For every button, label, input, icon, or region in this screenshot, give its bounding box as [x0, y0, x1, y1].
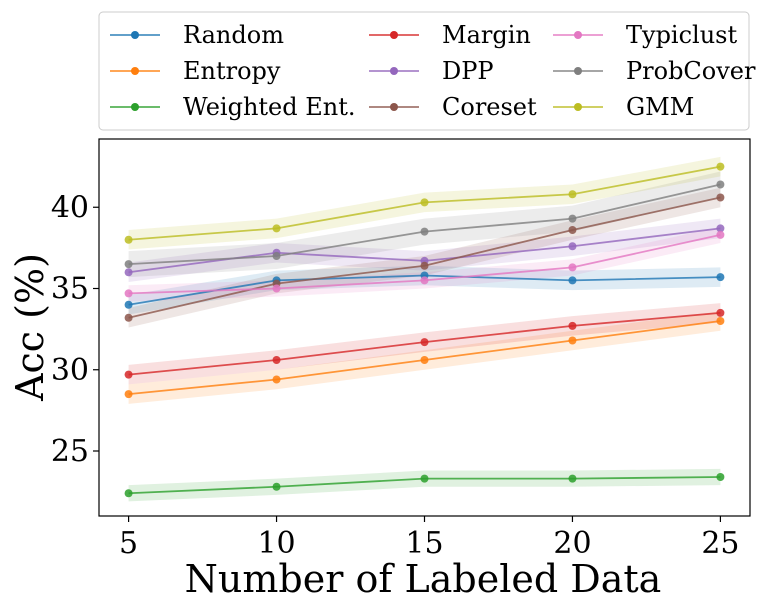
point-random-25 — [716, 273, 725, 282]
point-gmm-25 — [716, 162, 725, 171]
legend-marker-random — [131, 31, 139, 39]
legend-marker-dpp — [390, 67, 398, 75]
point-weighted-ent-20 — [568, 474, 577, 483]
point-entropy-10 — [272, 375, 281, 384]
point-typiclust-15 — [420, 276, 429, 285]
point-dpp-5 — [124, 268, 133, 277]
y-tick-label: 30 — [51, 353, 89, 388]
x-axis-ticks: 5 10 15 20 25 — [119, 516, 740, 561]
legend-marker-entropy — [131, 67, 139, 75]
confidence-bands — [128, 156, 721, 502]
legend-marker-weighted-ent — [131, 103, 139, 111]
series-points — [124, 162, 725, 498]
legend: Random Entropy Weighted Ent. Margin DPP Cores… — [98, 11, 756, 131]
legend-label-probcover: ProbCover — [626, 57, 756, 85]
point-margin-5 — [124, 370, 133, 379]
point-coreset-25 — [716, 193, 725, 202]
point-margin-15 — [420, 338, 429, 347]
point-probcover-10 — [272, 252, 281, 260]
point-coreset-15 — [420, 261, 429, 270]
x-tick-label: 25 — [701, 526, 739, 561]
point-probcover-15 — [420, 227, 429, 236]
point-probcover-20 — [568, 214, 577, 223]
legend-marker-coreset — [390, 103, 398, 111]
point-weighted-ent-25 — [716, 473, 725, 481]
legend-label-gmm: GMM — [626, 93, 694, 121]
point-random-20 — [568, 276, 577, 285]
legend-label-typiclust: Typiclust — [626, 21, 737, 49]
legend-label-margin: Margin — [442, 21, 531, 49]
band-weighted-ent — [128, 468, 721, 502]
legend-label-dpp: DPP — [442, 57, 494, 85]
legend-box — [98, 11, 750, 131]
x-tick-label: 20 — [553, 526, 591, 561]
y-tick-label: 35 — [51, 272, 89, 307]
point-typiclust-25 — [716, 230, 725, 239]
x-axis-label: Number of Labeled Data — [185, 557, 662, 601]
point-random-5 — [124, 300, 133, 309]
point-gmm-5 — [124, 235, 133, 244]
y-axis-ticks: 25 30 35 40 — [51, 190, 99, 469]
point-entropy-25 — [716, 317, 725, 325]
point-typiclust-20 — [568, 263, 577, 272]
legend-marker-gmm — [574, 103, 582, 111]
point-entropy-20 — [568, 336, 577, 345]
legend-label-coreset: Coreset — [442, 93, 537, 121]
legend-label-weighted-ent: Weighted Ent. — [183, 93, 356, 121]
y-tick-label: 40 — [51, 190, 89, 225]
point-weighted-ent-5 — [124, 489, 133, 498]
point-weighted-ent-10 — [272, 482, 281, 491]
point-dpp-25 — [716, 224, 725, 233]
y-axis-label: Acc (%) — [8, 253, 52, 402]
point-margin-25 — [716, 308, 725, 317]
point-gmm-20 — [568, 190, 577, 199]
legend-label-random: Random — [183, 21, 284, 49]
point-gmm-10 — [272, 224, 281, 233]
y-tick-label: 25 — [51, 434, 89, 469]
point-gmm-15 — [420, 198, 429, 207]
legend-marker-probcover — [574, 67, 582, 75]
point-typiclust-10 — [272, 284, 281, 293]
x-tick-label: 5 — [119, 526, 138, 561]
x-tick-label: 15 — [405, 526, 443, 561]
point-probcover-5 — [124, 260, 133, 269]
legend-label-entropy: Entropy — [183, 57, 281, 85]
point-margin-20 — [568, 321, 577, 330]
x-tick-label: 10 — [257, 526, 295, 561]
point-entropy-5 — [124, 390, 133, 399]
point-weighted-ent-15 — [420, 474, 429, 483]
point-dpp-20 — [568, 242, 577, 251]
point-entropy-15 — [420, 356, 429, 364]
point-probcover-25 — [716, 180, 725, 189]
point-typiclust-5 — [124, 289, 133, 298]
point-coreset-5 — [124, 313, 133, 322]
point-coreset-20 — [568, 226, 577, 234]
legend-marker-typiclust — [574, 31, 582, 39]
legend-marker-margin — [390, 31, 398, 39]
point-margin-10 — [272, 356, 281, 364]
